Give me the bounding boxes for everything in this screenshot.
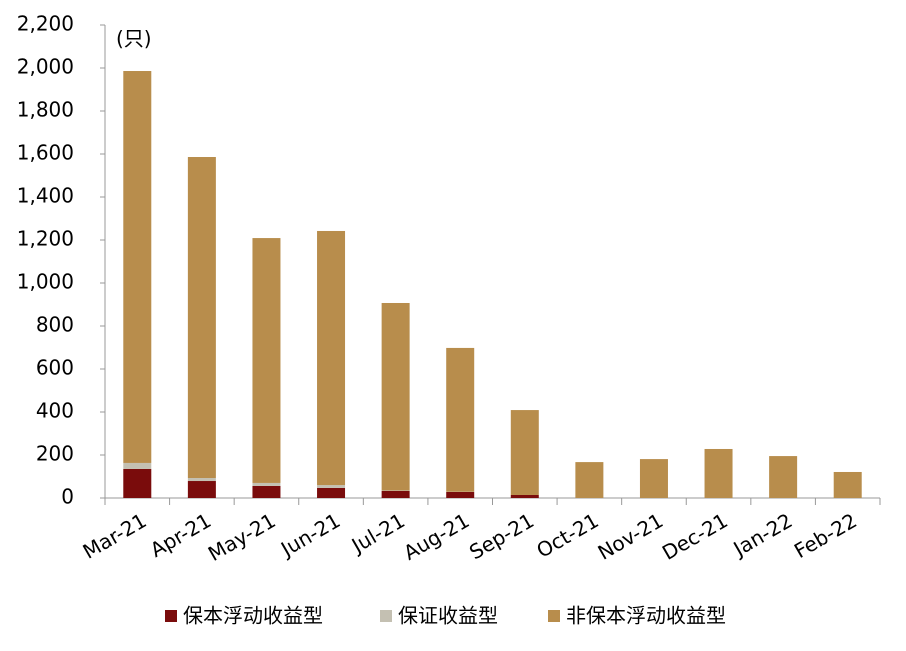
x-tick-label: Oct-21 — [532, 508, 602, 562]
bar-segment — [381, 490, 410, 498]
y-tick-label: 1,600 — [17, 141, 74, 165]
x-tick-label: Aug-21 — [399, 508, 473, 565]
legend-swatch — [548, 610, 560, 622]
x-tick-label: Jul-21 — [346, 508, 409, 558]
bar-segment — [187, 478, 216, 482]
bar-segment — [446, 347, 475, 492]
x-tick-label: Mar-21 — [79, 508, 151, 563]
bar-segment — [575, 462, 604, 498]
y-tick-label: 800 — [36, 313, 74, 337]
y-tick-label: 2,200 — [17, 12, 74, 36]
x-tick-label: Jun-21 — [275, 508, 344, 562]
bar-segment — [510, 410, 539, 495]
bar-segment — [317, 485, 346, 488]
legend-label: 保证收益型 — [398, 604, 498, 628]
y-tick-label: 1,200 — [17, 227, 74, 251]
bar-segment — [381, 302, 410, 491]
bar-segment — [187, 481, 216, 498]
x-tick-label: Apr-21 — [146, 508, 215, 562]
y-tick-label: 200 — [36, 442, 74, 466]
y-tick-label: 2,000 — [17, 55, 74, 79]
legend-label: 保本浮动收益型 — [183, 604, 323, 628]
bar-segment — [317, 487, 346, 498]
y-tick-label: 1,000 — [17, 270, 74, 294]
x-tick-label: Nov-21 — [594, 508, 668, 564]
y-tick-label: 400 — [36, 399, 74, 423]
bar-segment — [317, 230, 346, 486]
x-tick-label: Sep-21 — [465, 508, 538, 564]
bar-segment — [123, 462, 152, 469]
bar-segment — [769, 456, 798, 498]
legend-swatch — [165, 610, 177, 622]
x-tick-label: Jan-22 — [728, 508, 797, 562]
bar-segment — [252, 238, 281, 483]
x-tick-label: Dec-21 — [658, 508, 732, 564]
bar-segment — [510, 494, 539, 498]
bar-segment — [123, 468, 152, 498]
y-tick-label: 600 — [36, 356, 74, 380]
bar-segment — [123, 71, 152, 463]
bar-segment — [187, 157, 216, 479]
y-tick-label: 0 — [61, 485, 74, 509]
bar-segment — [252, 485, 281, 498]
bar-segment — [252, 482, 281, 486]
bar-segment — [833, 471, 862, 498]
unit-annotation: (只) — [116, 27, 152, 51]
x-tick-label: May-21 — [204, 508, 280, 566]
legend-label: 非保本浮动收益型 — [566, 604, 726, 628]
bar-segment — [704, 448, 733, 498]
bar-segment — [639, 459, 668, 498]
y-tick-label: 1,400 — [17, 184, 74, 208]
bar-segment — [446, 491, 475, 498]
y-tick-label: 1,800 — [17, 98, 74, 122]
x-tick-label: Feb-22 — [790, 508, 861, 563]
legend-swatch — [380, 610, 392, 622]
